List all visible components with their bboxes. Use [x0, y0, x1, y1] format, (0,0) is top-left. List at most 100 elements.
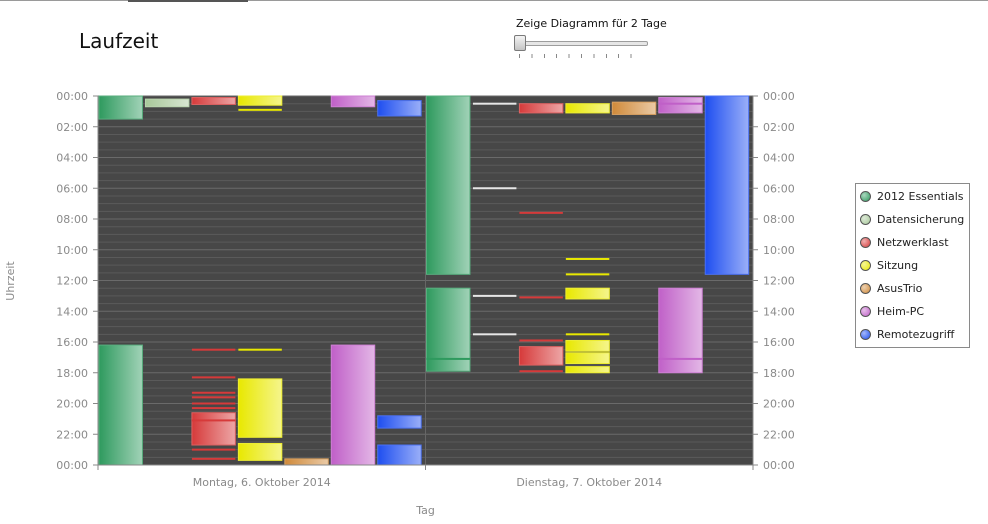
x-category-label: Dienstag, 7. Oktober 2014 [516, 476, 662, 489]
legend-label: Netzwerklast [877, 235, 949, 249]
event-netzwerklast [191, 396, 236, 399]
legend-label: Sitzung [877, 258, 919, 272]
event-netzwerklast [519, 296, 563, 299]
y-tick-label-right: 22:00 [763, 428, 795, 441]
bar-heim-pc [658, 97, 703, 114]
bar-asustrio [611, 101, 657, 115]
bar-netzwerklast [191, 412, 236, 446]
bar-sitzung [565, 103, 610, 114]
bar-netzwerklast [191, 97, 236, 105]
y-tick-label-right: 14:00 [763, 305, 795, 318]
event-datensicherung [472, 294, 517, 297]
page-title: Laufzeit [79, 29, 159, 53]
legend-item: 2012 Essentials [860, 187, 964, 205]
legend-item: Datensicherung [860, 210, 964, 228]
bar-2012-essentials [98, 344, 143, 466]
y-tick-label: 18:00 [56, 367, 88, 380]
event-netzwerklast [519, 370, 563, 373]
legend-swatch [860, 305, 871, 317]
y-tick-label: 14:00 [56, 305, 88, 318]
y-tick-label-right: 00:00 [763, 459, 795, 472]
event-heim-pc [658, 357, 703, 360]
event-netzwerklast [191, 391, 236, 394]
event-sitzung [565, 333, 610, 336]
y-tick-label: 06:00 [56, 182, 88, 195]
days-slider-thumb[interactable] [514, 35, 526, 51]
y-tick-label: 20:00 [56, 398, 88, 411]
bar-netzwerklast [518, 103, 564, 114]
legend-swatch [860, 259, 871, 271]
slider-label: Zeige Diagramm für 2 Tage [516, 17, 667, 30]
bar-sitzung [565, 287, 610, 300]
y-tick-label-right: 08:00 [763, 213, 795, 226]
event-netzwerklast [191, 376, 236, 379]
event-netzwerklast [191, 402, 236, 405]
legend-item: Heim-PC [860, 302, 924, 320]
y-tick-label: 16:00 [56, 336, 88, 349]
bar-heim-pc [658, 287, 703, 374]
y-tick-label-right: 04:00 [763, 152, 795, 165]
bar-heim-pc [330, 344, 376, 466]
legend-label: AsusTrio [877, 281, 923, 295]
event-sitzung [238, 108, 282, 111]
y-tick-label-right: 06:00 [763, 182, 795, 195]
event-datensicherung [472, 102, 517, 105]
bar-sitzung [565, 339, 610, 352]
bar-sitzung [237, 95, 283, 106]
legend-label: Heim-PC [877, 304, 925, 318]
event-2012-essentials [426, 357, 470, 360]
bar-sitzung [237, 442, 283, 461]
y-tick-label-right: 20:00 [763, 398, 795, 411]
event-netzwerklast [191, 348, 236, 351]
event-datensicherung [472, 333, 517, 336]
event-datensicherung [472, 187, 517, 190]
bar-remotezugriff [377, 415, 422, 429]
legend-item: Sitzung [860, 256, 918, 274]
event-sitzung [565, 273, 610, 276]
y-tick-label: 10:00 [56, 244, 88, 257]
y-tick-label: 00:00 [56, 459, 88, 472]
bar-remotezugriff [377, 444, 422, 466]
bar-remotezugriff [377, 100, 422, 117]
legend-label: 2012 Essentials [877, 189, 964, 203]
legend-swatch [860, 282, 871, 294]
bar-2012-essentials [426, 95, 471, 275]
legend-label: Remotezugriff [877, 327, 955, 341]
top-border [0, 0, 988, 1]
legend-swatch [860, 328, 871, 340]
event-sitzung [565, 257, 610, 260]
legend-item: AsusTrio [860, 279, 922, 297]
event-heim-pc [658, 102, 703, 105]
bar-heim-pc [330, 95, 376, 108]
event-netzwerklast [519, 339, 563, 342]
y-axis-title: Uhrzeit [4, 261, 17, 301]
y-tick-label-right: 00:00 [763, 90, 795, 103]
y-tick-label: 22:00 [56, 428, 88, 441]
y-tick-label-right: 10:00 [763, 244, 795, 257]
bar-2012-essentials [426, 287, 471, 372]
legend-item: Remotezugriff [860, 325, 954, 343]
event-netzwerklast [519, 211, 563, 214]
y-tick-label: 02:00 [56, 121, 88, 134]
bar-netzwerklast [518, 346, 564, 366]
bar-2012-essentials [98, 95, 143, 120]
y-tick-label: 08:00 [56, 213, 88, 226]
bar-remotezugriff [704, 95, 750, 275]
bar-sitzung [237, 378, 283, 438]
event-netzwerklast [191, 448, 236, 451]
legend-swatch [860, 236, 871, 248]
chart-legend: 2012 Essentials Datensicherung Netzwerklas… [855, 183, 970, 348]
y-tick-label-right: 02:00 [763, 121, 795, 134]
event-netzwerklast [191, 419, 236, 422]
y-tick-label-right: 18:00 [763, 367, 795, 380]
active-tab-indicator [128, 0, 248, 2]
y-tick-label: 04:00 [56, 152, 88, 165]
event-netzwerklast [191, 457, 236, 460]
y-tick-label: 12:00 [56, 275, 88, 288]
event-sitzung [238, 348, 282, 351]
bar-datensicherung [144, 98, 190, 108]
y-tick-label-right: 12:00 [763, 275, 795, 288]
x-category-label: Montag, 6. Oktober 2014 [193, 476, 331, 489]
x-axis-title: Tag [415, 504, 435, 517]
